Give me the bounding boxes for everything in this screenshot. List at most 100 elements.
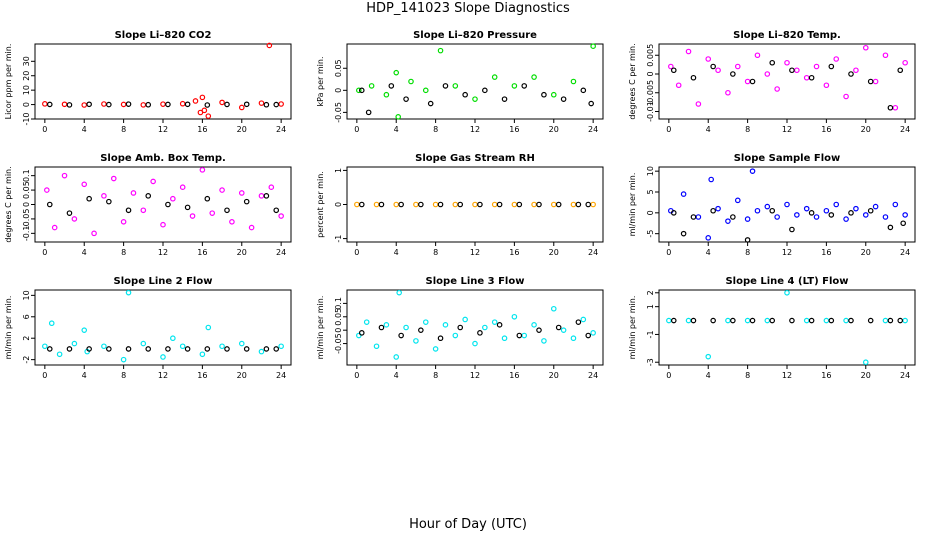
data-point <box>179 100 186 107</box>
data-point <box>199 167 206 173</box>
data-point <box>794 67 800 74</box>
y-axis-label: ml/min per min. <box>4 296 13 360</box>
plot-frame <box>658 289 916 366</box>
data-point <box>106 346 112 352</box>
data-point <box>150 178 156 185</box>
data-point <box>472 201 478 208</box>
data-point <box>373 343 380 350</box>
data-point <box>140 207 147 214</box>
x-tick-label: 4 <box>394 371 399 380</box>
data-point <box>66 210 73 216</box>
y-tick-label: 0.05 <box>334 59 343 77</box>
data-point <box>730 71 736 77</box>
data-point <box>266 42 273 49</box>
data-point <box>754 52 761 59</box>
data-point <box>145 193 152 199</box>
data-point <box>695 214 702 220</box>
data-series <box>668 44 908 111</box>
x-tick-label: 24 <box>588 371 598 380</box>
data-point <box>170 335 176 342</box>
chart-panel: Slope Amb. Box Temp. 0 4 8 12 16 20 24 -0.1-0.05… <box>4 153 292 257</box>
y-tick-label: 20 <box>22 71 31 81</box>
data-point <box>472 96 478 102</box>
data-point <box>388 83 395 89</box>
data-point <box>46 101 53 108</box>
x-tick-label: 16 <box>821 248 831 257</box>
x-tick-label: 20 <box>237 248 247 257</box>
y-axis-label: degrees C per min. <box>628 43 637 119</box>
data-series <box>358 319 592 342</box>
data-point <box>393 69 400 76</box>
data-point <box>900 220 906 227</box>
y-tick-label: -0.05 <box>22 209 31 230</box>
x-tick-label: 8 <box>121 125 126 134</box>
data-point <box>708 176 714 183</box>
x-tick-label: 16 <box>821 125 831 134</box>
y-tick-label: 30 <box>22 56 31 66</box>
data-point <box>91 230 97 237</box>
y-axis-label: degrees C per min. <box>4 166 13 242</box>
panel-title: Slope Sample Flow <box>734 153 841 164</box>
data-point <box>531 74 537 80</box>
chart-panel: Slope Sample Flow 0 4 8 12 16 20 24 -5 0 5 10 ml/min… <box>628 153 916 257</box>
panel-title: Slope Line 4 (LT) Flow <box>725 276 848 287</box>
data-point <box>867 317 874 324</box>
data-point <box>229 219 235 225</box>
data-point <box>853 205 859 212</box>
data-point <box>403 324 409 331</box>
data-point <box>452 332 459 339</box>
data-point <box>120 219 127 225</box>
data-point <box>418 201 424 208</box>
data-point <box>101 193 107 199</box>
data-point <box>184 346 191 352</box>
data-point <box>165 101 171 108</box>
data-point <box>278 213 284 219</box>
data-series <box>356 43 596 120</box>
data-point <box>872 203 879 210</box>
x-tick-label: 20 <box>549 371 559 380</box>
chart-panel: Slope Line 2 Flow 0 4 8 12 16 20 24 -2 2 6 10 ml/min… <box>4 276 292 380</box>
data-point <box>670 67 677 74</box>
y-tick-label: 6 <box>22 314 31 319</box>
x-tick-label: 20 <box>237 371 247 380</box>
data-point <box>848 210 854 216</box>
y-tick-label: 5 <box>646 189 655 194</box>
data-point <box>373 201 380 208</box>
data-point <box>496 201 503 208</box>
data-point <box>224 207 230 214</box>
data-point <box>897 317 904 324</box>
data-point <box>848 71 854 77</box>
y-tick-label: -2 <box>22 356 31 364</box>
data-point <box>71 340 78 347</box>
plot-frame <box>346 166 604 243</box>
data-point <box>61 172 68 179</box>
data-series <box>42 289 284 363</box>
data-point <box>358 87 365 94</box>
panel-title: Slope Li–820 Pressure <box>413 30 537 41</box>
x-axis-label: Hour of Day (UTC) <box>409 517 527 532</box>
x-tick-label: 0 <box>42 248 47 257</box>
y-tick-label: -3 <box>646 358 655 366</box>
y-tick-label: 0.005 <box>646 44 655 67</box>
data-point <box>51 224 58 231</box>
data-point <box>457 201 464 208</box>
x-tick-label: 24 <box>276 125 286 134</box>
chart-panel: Slope Li–820 Temp. 0 4 8 12 16 20 24 -0.01-0.005… <box>628 30 916 134</box>
data-point <box>368 83 375 89</box>
data-point <box>560 96 567 102</box>
data-point <box>81 102 88 108</box>
data-point <box>823 317 830 324</box>
y-tick-label: -1 <box>646 330 655 338</box>
y-tick-label: 0 <box>334 88 343 93</box>
data-point <box>160 101 166 107</box>
data-point <box>580 87 587 94</box>
data-point <box>550 305 557 312</box>
data-point <box>555 324 562 331</box>
data-point <box>843 317 849 324</box>
data-point <box>209 210 216 216</box>
data-point <box>710 207 716 214</box>
data-point <box>46 346 53 352</box>
data-point <box>670 317 677 324</box>
data-point <box>511 201 518 208</box>
